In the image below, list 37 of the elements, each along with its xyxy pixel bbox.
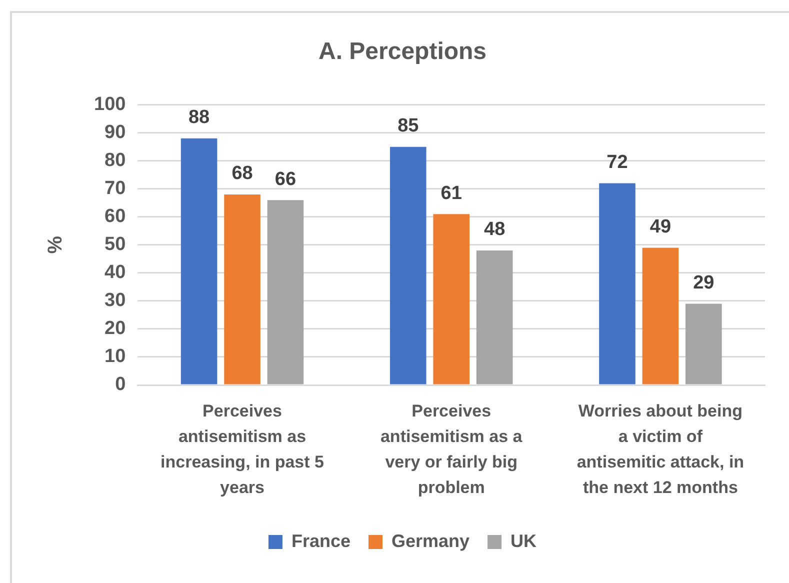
data-label: 48 — [484, 219, 506, 240]
data-label: 88 — [188, 107, 210, 128]
data-label: 66 — [274, 168, 296, 190]
legend-label: France — [291, 530, 350, 551]
y-axis-title: % — [44, 236, 67, 254]
chart-title: A. Perceptions — [318, 38, 487, 66]
data-label: 49 — [650, 216, 672, 238]
bar — [642, 248, 679, 384]
y-tick-label: 20 — [104, 318, 126, 340]
x-tick-label: Perceives antisemitism as a very or fairly big problem — [380, 401, 523, 497]
bar — [476, 250, 513, 384]
bar — [180, 138, 218, 384]
y-tick-label: 10 — [104, 346, 126, 368]
y-tick-label: 80 — [104, 150, 126, 172]
data-label: 61 — [440, 182, 462, 204]
x-tick-label: Perceives antisemitism as increasing, in past 5 years — [160, 401, 324, 497]
y-tick-label: 60 — [104, 206, 126, 228]
y-tick-label: 100 — [94, 94, 126, 116]
bar — [686, 304, 722, 384]
y-tick-label: 90 — [104, 122, 126, 144]
bar — [433, 214, 470, 384]
y-tick-label: 70 — [104, 178, 126, 200]
y-tick-label: 30 — [104, 290, 126, 312]
bar — [267, 200, 304, 384]
bar — [224, 194, 260, 384]
legend-label: Germany — [391, 530, 470, 551]
data-label: 85 — [398, 116, 420, 137]
y-tick-label: 50 — [104, 234, 126, 256]
data-label: 29 — [693, 272, 714, 294]
data-label: 72 — [606, 152, 628, 173]
legend-label: UK — [510, 530, 537, 551]
y-tick-label: 40 — [104, 262, 126, 284]
x-tick-label: Worries about being a victim of antisemitic attack, in the next 12 months — [576, 401, 744, 497]
y-tick-label: 0 — [115, 374, 126, 396]
bar — [599, 183, 636, 384]
data-label: 68 — [232, 163, 253, 184]
bar — [390, 146, 426, 384]
